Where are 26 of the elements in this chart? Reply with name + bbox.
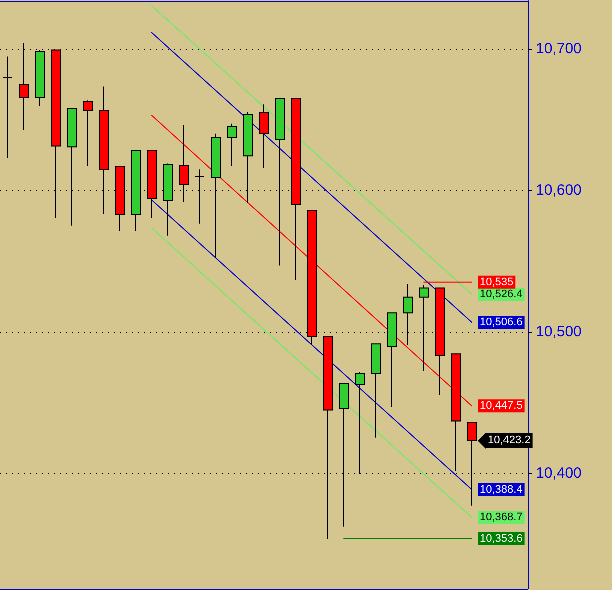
- data-label: 10,447.5: [480, 400, 523, 412]
- data-label: 10,368.7: [480, 512, 523, 524]
- candlestick: [371, 344, 381, 438]
- candlestick: [227, 123, 237, 167]
- candlestick: [131, 150, 141, 232]
- candlestick: [275, 98, 285, 266]
- data-label: 10,526.4: [480, 288, 523, 301]
- candlestick: [179, 125, 189, 202]
- candlestick: [3, 56, 13, 160]
- data-label: 10,535: [480, 276, 514, 288]
- candlestick: [387, 312, 397, 408]
- data-label: 10,506.6: [480, 316, 523, 329]
- data-label: 10,353.6: [480, 533, 523, 546]
- candlestick: [419, 284, 429, 372]
- candlestick: [435, 288, 445, 396]
- data-label: 10,388.4: [480, 484, 523, 496]
- candlestick: [323, 336, 333, 540]
- candlestick: [259, 104, 269, 169]
- candlestick: [83, 100, 93, 167]
- y-tick-label: 10,700: [536, 40, 582, 58]
- candlestick: [147, 150, 157, 218]
- y-tick-label: 10,500: [536, 323, 582, 340]
- y-tick-label: 10,600: [536, 182, 582, 199]
- candlestick: [467, 422, 477, 506]
- text: 10,423.2: [488, 434, 531, 447]
- y-tick-label: 10,400: [536, 464, 582, 482]
